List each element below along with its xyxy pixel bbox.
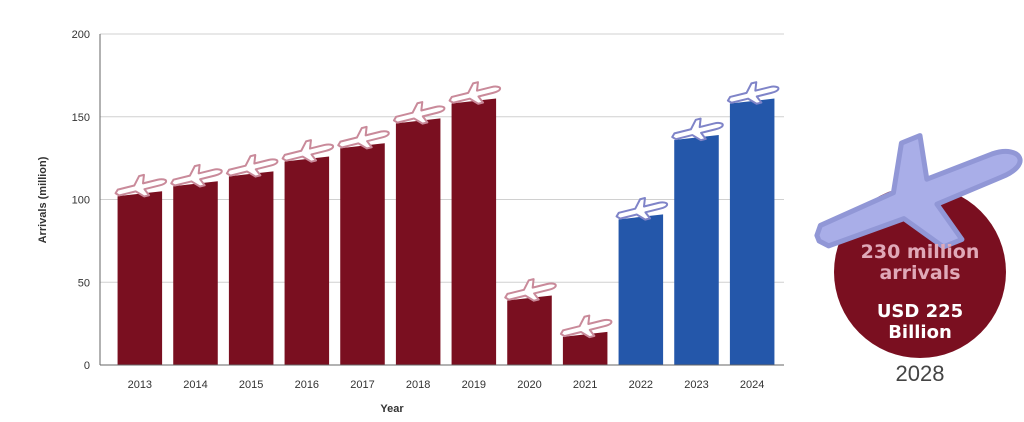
plane-icon	[448, 81, 502, 105]
callout-revenue-line-2: Billion	[888, 322, 952, 343]
y-tick-label: 200	[72, 29, 90, 41]
forecast-callout: 230 million arrivals USD 225 Billion 202…	[814, 133, 1023, 386]
bars	[117, 98, 775, 366]
bar-2018	[395, 118, 441, 365]
callout-arrivals-line-2: arrivals	[879, 262, 960, 284]
bar-2024	[729, 98, 775, 366]
y-tick-label: 50	[78, 277, 90, 289]
x-tick-label: 2022	[629, 379, 653, 391]
x-tick-label: 2019	[462, 379, 486, 391]
y-tick-label: 150	[72, 112, 90, 124]
x-tick-label: 2018	[406, 379, 430, 391]
x-tick-label: 2017	[350, 379, 374, 391]
bar-2014	[173, 181, 218, 365]
plane-icon	[170, 163, 223, 188]
bar-2016	[284, 156, 330, 365]
x-tick-label: 2014	[183, 379, 207, 391]
plane-icon	[726, 81, 780, 105]
plane-icon	[504, 278, 557, 302]
bar-2019	[451, 98, 497, 366]
plane-icon	[114, 173, 168, 198]
x-tick-label: 2013	[128, 379, 152, 391]
y-tick-labels: 0 50 100 150 200	[72, 29, 90, 372]
x-tick-label: 2020	[517, 379, 541, 391]
x-tick-label: 2023	[684, 379, 708, 391]
callout-year: 2028	[896, 361, 945, 386]
bar-2020	[507, 295, 552, 365]
bar-plane-icons	[114, 81, 780, 339]
large-plane-icon	[814, 133, 1023, 250]
plane-icon	[615, 197, 669, 221]
plane-icon	[559, 314, 613, 339]
bar-2013	[117, 191, 163, 365]
x-tick-labels: 2013 2014 2015 2016 2017 2018 2019 2020 2021 2022…	[128, 379, 765, 391]
bar-2022	[618, 214, 664, 365]
x-tick-label: 2021	[573, 379, 597, 391]
bar-2017	[340, 143, 385, 365]
y-tick-label: 100	[72, 195, 90, 207]
callout-arrivals-line-1: 230 million	[861, 241, 980, 263]
plane-icon	[225, 153, 279, 178]
x-tick-label: 2016	[295, 379, 319, 391]
bar-2023	[674, 134, 719, 365]
plane-icon	[281, 139, 335, 163]
bar-2015	[228, 171, 274, 365]
bar-2021	[562, 331, 608, 365]
callout-revenue-line-1: USD 225	[877, 301, 963, 322]
plane-icon	[392, 101, 446, 125]
y-tick-label: 0	[84, 360, 90, 372]
plane-icon	[671, 117, 724, 142]
y-axis-title: Arrivals (million)	[37, 156, 49, 243]
x-axis-title: Year	[380, 403, 404, 415]
x-tick-label: 2024	[740, 379, 764, 391]
plane-icon	[337, 125, 390, 150]
x-tick-label: 2015	[239, 379, 263, 391]
